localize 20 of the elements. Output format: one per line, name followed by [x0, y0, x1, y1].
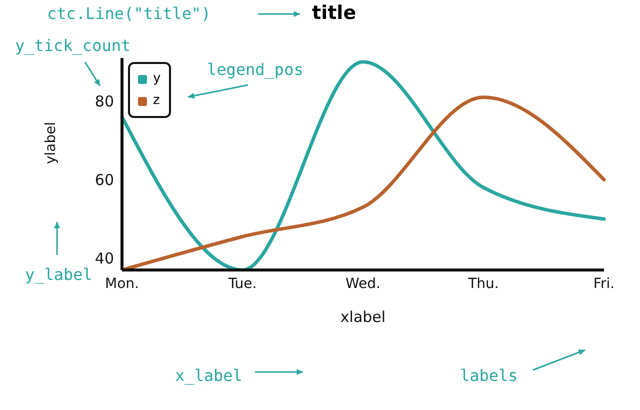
text: ctc.Line("title"): [47, 4, 211, 23]
y-axis-title: ylabel: [42, 122, 59, 164]
x-tick-label: Mon.: [105, 276, 139, 292]
x-tick-label: Tue.: [227, 276, 257, 292]
legend-label: y: [153, 70, 161, 88]
legend-label: z: [153, 92, 160, 110]
y-tick-label: 80: [94, 92, 114, 111]
text: y_tick_count: [15, 36, 131, 55]
x-tick-label: Fri.: [593, 276, 615, 292]
y-tick-label: 40: [94, 250, 114, 268]
text: y_label: [25, 265, 92, 284]
annotation: legend_pos: [207, 60, 304, 79]
x-tick-label: Wed.: [346, 276, 380, 292]
text: x_label: [175, 366, 242, 385]
x-axis-title: xlabel: [340, 308, 386, 326]
line-series: [120, 60, 606, 270]
y-tick-label: 60: [94, 171, 114, 190]
chart-title: title: [312, 2, 356, 24]
text: labels: [460, 366, 518, 385]
x-tick-label: Thu.: [467, 276, 499, 292]
